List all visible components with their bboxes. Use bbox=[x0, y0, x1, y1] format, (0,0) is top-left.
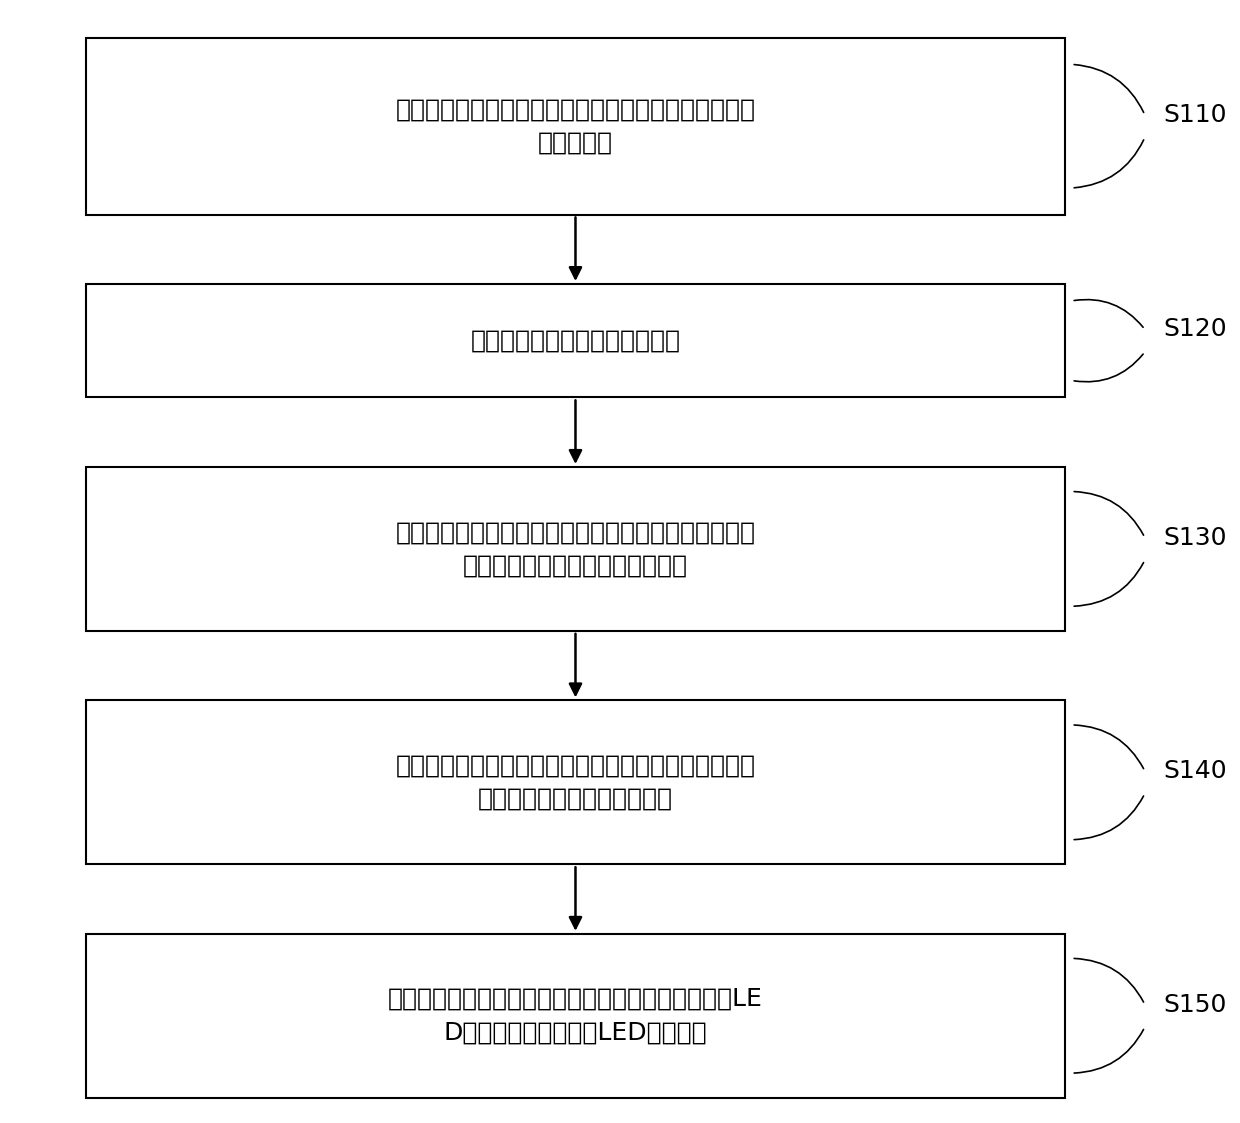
Text: S110: S110 bbox=[1163, 103, 1226, 127]
Text: S120: S120 bbox=[1163, 318, 1226, 341]
FancyBboxPatch shape bbox=[86, 701, 1065, 865]
Text: 将所述第一转移基板从所述外延层上剥离，以暴露出所
述外延层用于芯片制作的一侧: 将所述第一转移基板从所述外延层上剥离，以暴露出所 述外延层用于芯片制作的一侧 bbox=[396, 754, 755, 811]
Text: 提供第二转移基板，将所述外延层远离所述第一转移基
板的一侧贴合至所述第二转移基板: 提供第二转移基板，将所述外延层远离所述第一转移基 板的一侧贴合至所述第二转移基板 bbox=[396, 520, 755, 577]
Text: 将所述衬底从所述外延层上剥离: 将所述衬底从所述外延层上剥离 bbox=[470, 329, 681, 353]
Text: S140: S140 bbox=[1163, 759, 1226, 783]
Text: S150: S150 bbox=[1163, 993, 1226, 1016]
FancyBboxPatch shape bbox=[86, 38, 1065, 214]
Text: S130: S130 bbox=[1163, 526, 1226, 549]
FancyBboxPatch shape bbox=[86, 467, 1065, 631]
FancyBboxPatch shape bbox=[86, 284, 1065, 398]
FancyBboxPatch shape bbox=[86, 933, 1065, 1098]
Text: 提供第一转移基板，将衬底表面的外延层贴合至所述第
一转移基板: 提供第一转移基板，将衬底表面的外延层贴合至所述第 一转移基板 bbox=[396, 98, 755, 155]
Text: 在所述外延层远离所述第二转移基板的一侧进行微型LE
D芯片制作，形成微型LED芯片阵列: 在所述外延层远离所述第二转移基板的一侧进行微型LE D芯片制作，形成微型LED芯… bbox=[388, 987, 763, 1044]
